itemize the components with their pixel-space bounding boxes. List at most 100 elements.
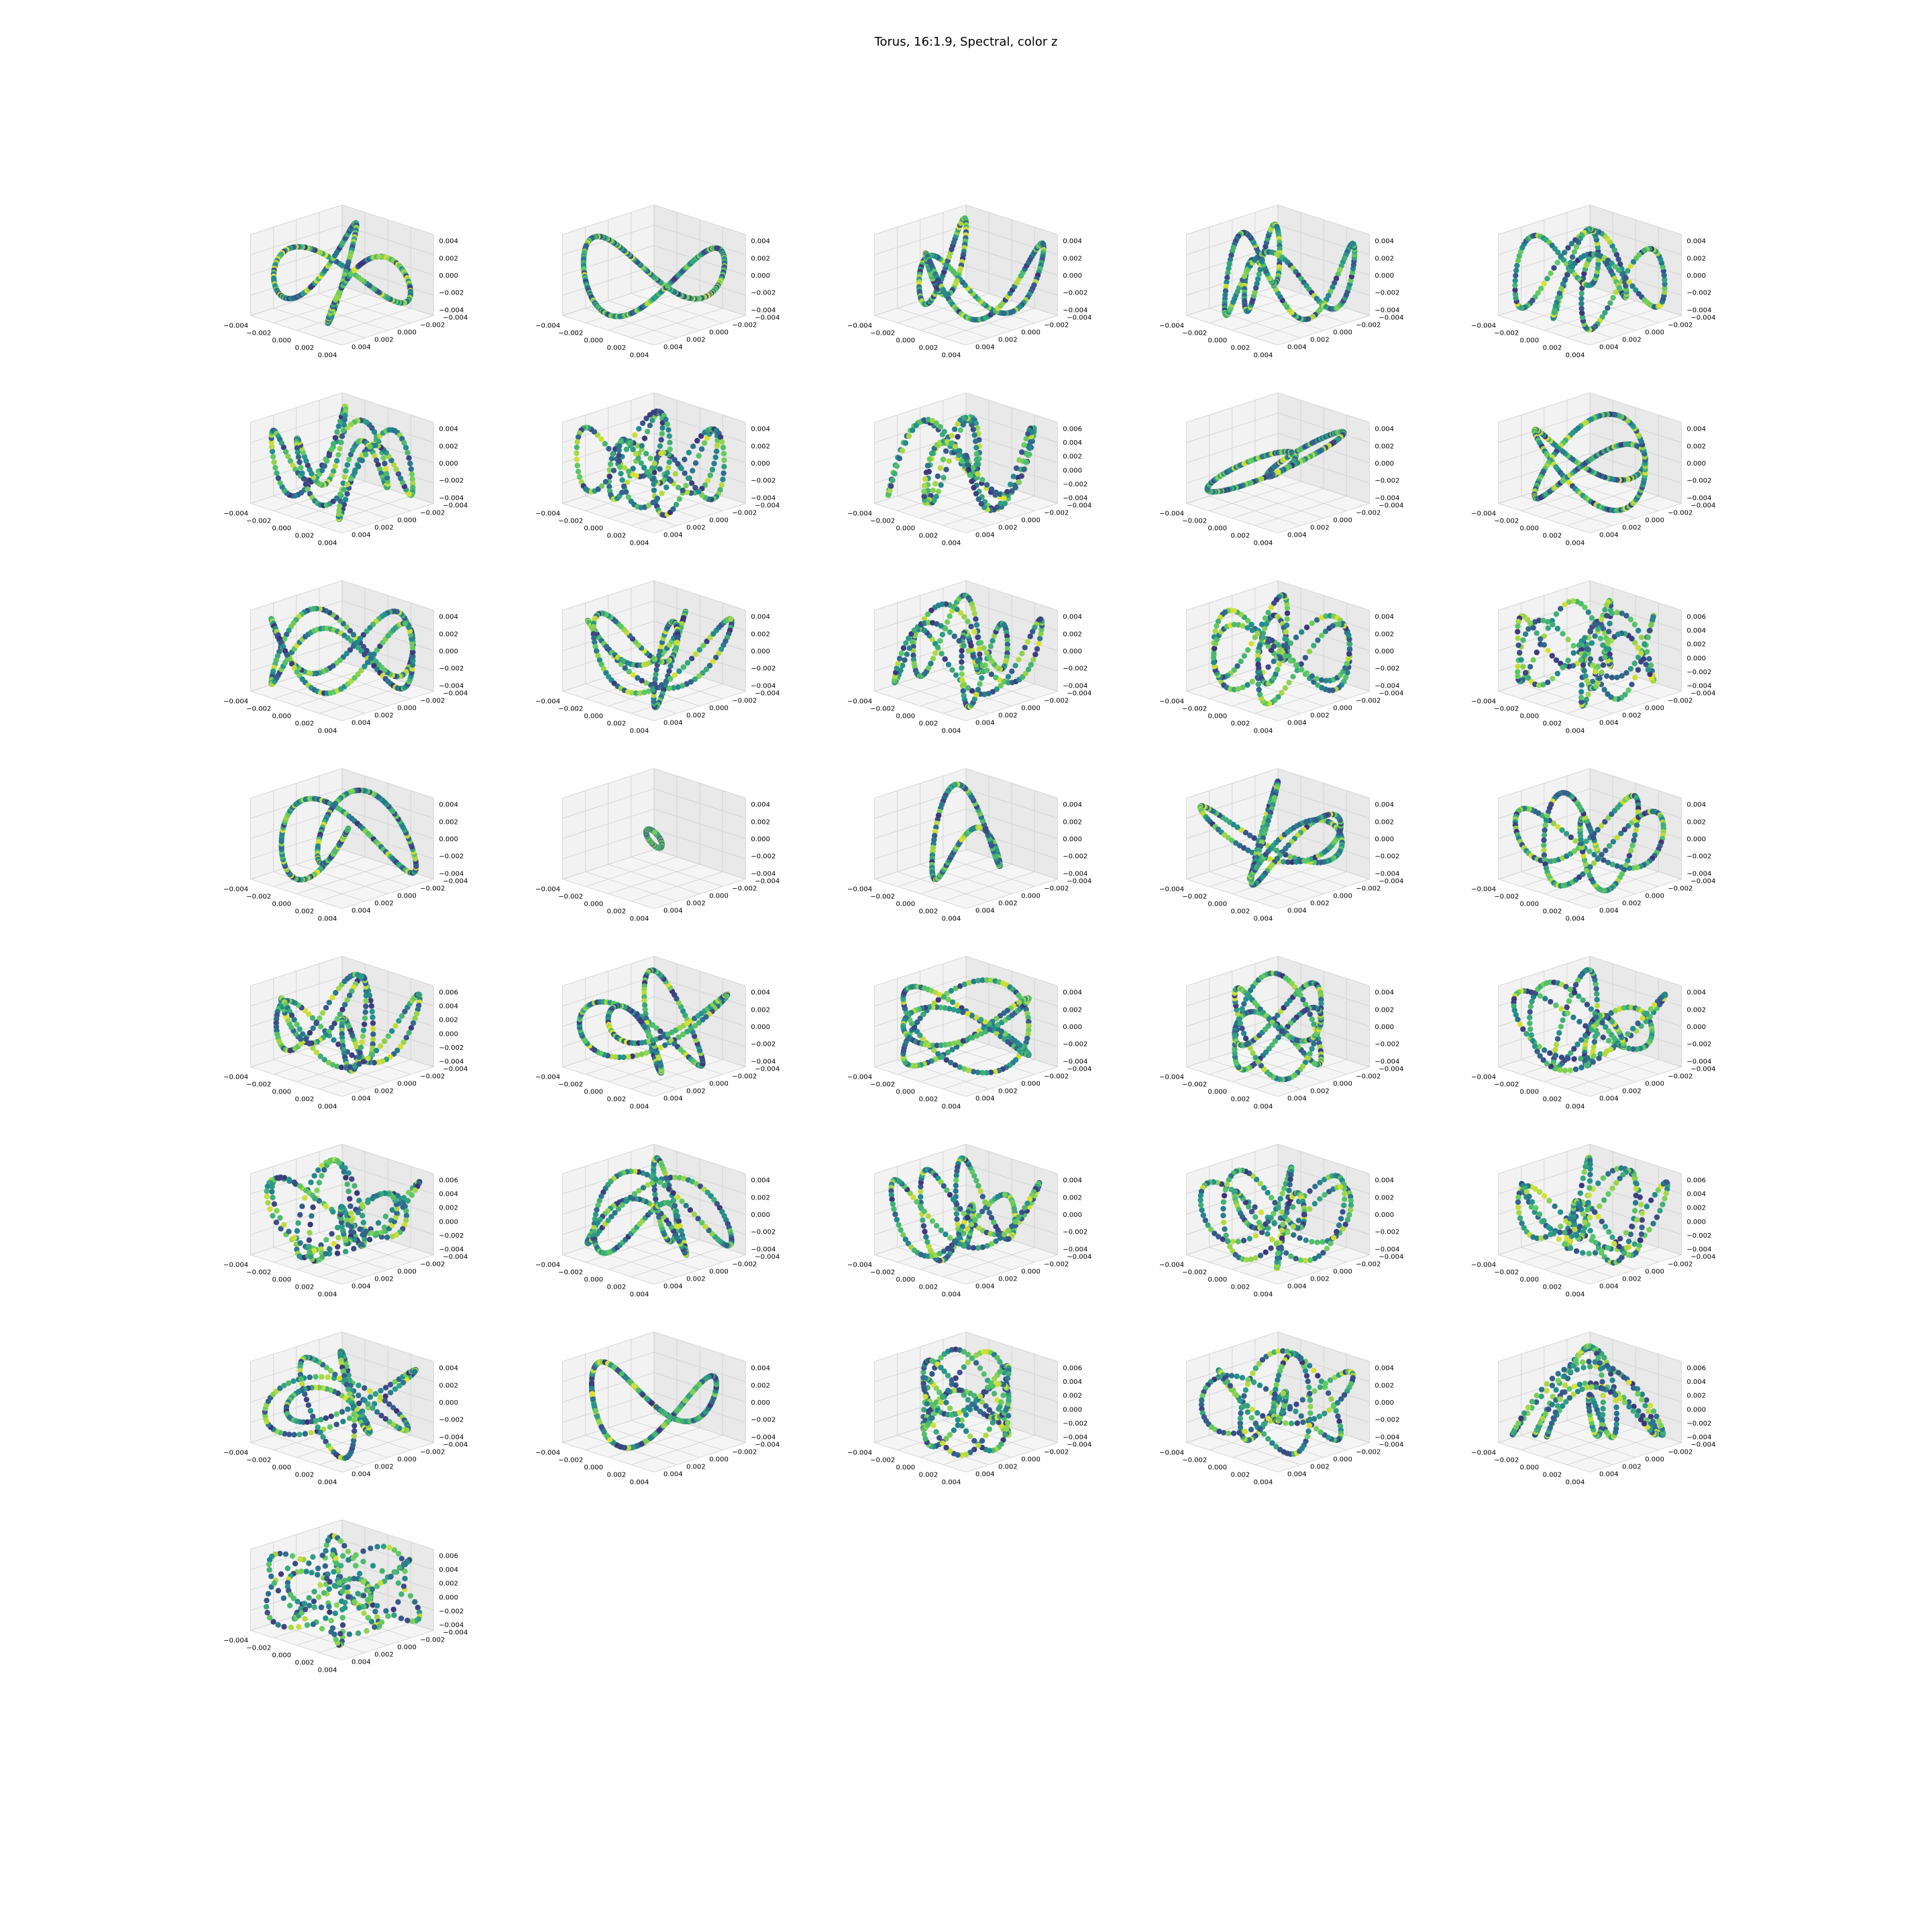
data-point xyxy=(709,466,716,473)
data-point xyxy=(1545,680,1551,686)
grid-line xyxy=(250,245,343,276)
y-tick-label: −0.002 xyxy=(732,698,757,705)
data-point xyxy=(1517,649,1523,656)
z-tick-label: −0.002 xyxy=(751,665,775,673)
data-point xyxy=(1590,662,1596,668)
data-point xyxy=(989,638,996,644)
data-point xyxy=(380,455,386,461)
data-point xyxy=(714,448,720,454)
data-point xyxy=(1286,680,1292,686)
data-point xyxy=(1643,661,1649,667)
data-point xyxy=(943,626,949,632)
data-point xyxy=(921,493,927,500)
data-point xyxy=(971,432,978,438)
data-point xyxy=(1530,657,1536,663)
data-point xyxy=(1570,650,1576,656)
data-point xyxy=(1560,631,1566,637)
data-point xyxy=(270,453,276,460)
y-tick-label: 0.004 xyxy=(975,344,995,352)
data-point xyxy=(294,449,301,455)
y-tick-label: −0.002 xyxy=(732,322,757,329)
data-point xyxy=(959,647,965,654)
data-point xyxy=(659,425,665,431)
grid-line xyxy=(653,245,746,276)
y-tick-label: 0.004 xyxy=(1287,532,1307,539)
grid-line xyxy=(250,225,343,256)
data-point xyxy=(1553,657,1560,663)
data-point xyxy=(1009,668,1015,674)
y-tick-label: −0.002 xyxy=(420,698,445,705)
z-tick-label: −0.002 xyxy=(439,478,464,485)
y-tick-label: −0.004 xyxy=(1067,315,1091,322)
x-tick-label: −0.004 xyxy=(1471,323,1496,330)
z-tick-label: −0.002 xyxy=(1686,669,1711,676)
data-point xyxy=(1578,301,1585,307)
data-point xyxy=(903,640,909,646)
data-point xyxy=(653,455,660,462)
data-point xyxy=(1268,604,1275,610)
data-point xyxy=(337,503,343,509)
data-point xyxy=(935,488,942,494)
data-point xyxy=(939,631,946,638)
data-point xyxy=(961,643,967,649)
data-point xyxy=(685,475,692,482)
data-point xyxy=(1642,641,1648,647)
data-point xyxy=(359,458,365,464)
data-point xyxy=(269,448,276,455)
x-tick-label: −0.002 xyxy=(1494,518,1519,525)
data-point xyxy=(721,464,727,470)
x-tick-label: 0.002 xyxy=(295,908,315,916)
x-tick-label: −0.004 xyxy=(223,323,248,330)
data-point xyxy=(407,460,413,467)
data-point xyxy=(675,484,682,490)
data-point xyxy=(1562,602,1568,608)
data-point xyxy=(1589,640,1595,646)
z-tick-label: −0.004 xyxy=(439,307,464,314)
data-point xyxy=(1601,686,1607,693)
x-tick-label: 0.000 xyxy=(896,337,915,345)
data-point xyxy=(1309,620,1316,627)
data-point xyxy=(1609,610,1615,616)
data-point xyxy=(1638,634,1645,641)
x-tick-label: −0.004 xyxy=(1471,698,1496,706)
data-point xyxy=(1249,678,1256,685)
data-point xyxy=(1211,650,1217,656)
data-point xyxy=(1284,610,1291,616)
data-point xyxy=(1582,635,1588,641)
data-point xyxy=(667,478,674,484)
data-point xyxy=(1244,682,1250,688)
data-point xyxy=(275,475,282,481)
data-point xyxy=(924,611,931,617)
data-point xyxy=(953,672,959,678)
data-point xyxy=(1023,459,1030,466)
y-tick-label: 0.004 xyxy=(663,720,683,727)
x-tick-label: −0.004 xyxy=(1471,511,1496,518)
data-point xyxy=(665,465,672,471)
data-point xyxy=(599,483,605,489)
x-tick-label: −0.002 xyxy=(1182,330,1207,337)
y-tick-label: −0.002 xyxy=(1044,698,1069,705)
x-tick-label: 0.004 xyxy=(630,540,649,547)
data-point xyxy=(330,441,337,447)
grid-line xyxy=(631,293,723,323)
y-tick-label: −0.004 xyxy=(443,502,468,510)
data-point xyxy=(951,633,958,639)
data-point xyxy=(297,459,303,466)
data-point xyxy=(1587,628,1593,634)
data-point xyxy=(295,454,302,460)
data-point xyxy=(1283,623,1290,629)
data-point xyxy=(910,427,916,433)
y-tick-label: 0.004 xyxy=(1287,720,1307,727)
x-tick-label: −0.002 xyxy=(246,330,271,337)
z-tick-label: 0.000 xyxy=(1063,272,1082,280)
data-point xyxy=(1248,641,1254,647)
data-point xyxy=(922,476,928,482)
data-point xyxy=(1514,262,1520,268)
data-point xyxy=(344,462,350,468)
data-point xyxy=(666,668,672,674)
data-point xyxy=(1560,664,1566,671)
x-tick-label: −0.004 xyxy=(535,511,560,518)
data-point xyxy=(1565,657,1571,663)
data-point xyxy=(608,455,615,462)
data-point xyxy=(1635,667,1642,673)
